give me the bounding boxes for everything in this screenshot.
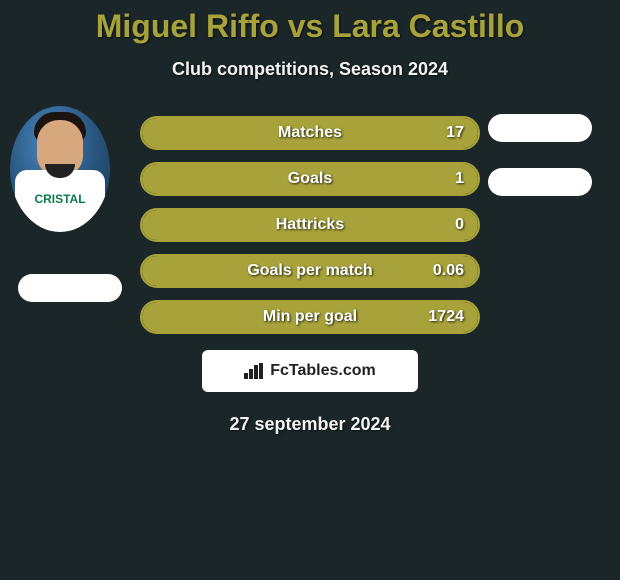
stat-row: Matches17: [140, 116, 480, 150]
source-logo[interactable]: FcTables.com: [202, 350, 418, 392]
stat-row: Goals1: [140, 162, 480, 196]
stat-label: Hattricks: [142, 210, 478, 240]
jersey-sponsor-text: CRISTAL: [15, 192, 105, 206]
player-left-avatar: CRISTAL: [10, 106, 110, 232]
source-logo-text: FcTables.com: [270, 362, 376, 380]
comparison-panel: CRISTAL Matches17 Goals1 Hattricks0 Goals p…: [0, 116, 620, 435]
stat-row: Min per goal1724: [140, 300, 480, 334]
stat-label: Goals per match: [142, 256, 478, 286]
jersey-collar: [45, 164, 75, 178]
stat-label: Goals: [142, 164, 478, 194]
stat-row: Hattricks0: [140, 208, 480, 242]
stat-value: 1: [455, 164, 464, 194]
stat-label: Matches: [142, 118, 478, 148]
stat-value: 17: [446, 118, 464, 148]
right-pill-1: [488, 114, 592, 142]
avatar-jersey: CRISTAL: [15, 170, 105, 232]
subtitle: Club competitions, Season 2024: [0, 59, 620, 80]
page-title: Miguel Riffo vs Lara Castillo: [0, 8, 620, 45]
stat-row: Goals per match0.06: [140, 254, 480, 288]
left-pill: [18, 274, 122, 302]
bars-icon: [244, 363, 264, 379]
player-left-block: CRISTAL: [10, 106, 110, 232]
stat-value: 0.06: [433, 256, 464, 286]
date-text: 27 september 2024: [0, 414, 620, 435]
right-pill-2: [488, 168, 592, 196]
stats-list: Matches17 Goals1 Hattricks0 Goals per match…: [140, 116, 480, 334]
stat-value: 0: [455, 210, 464, 240]
stat-value: 1724: [428, 302, 464, 332]
